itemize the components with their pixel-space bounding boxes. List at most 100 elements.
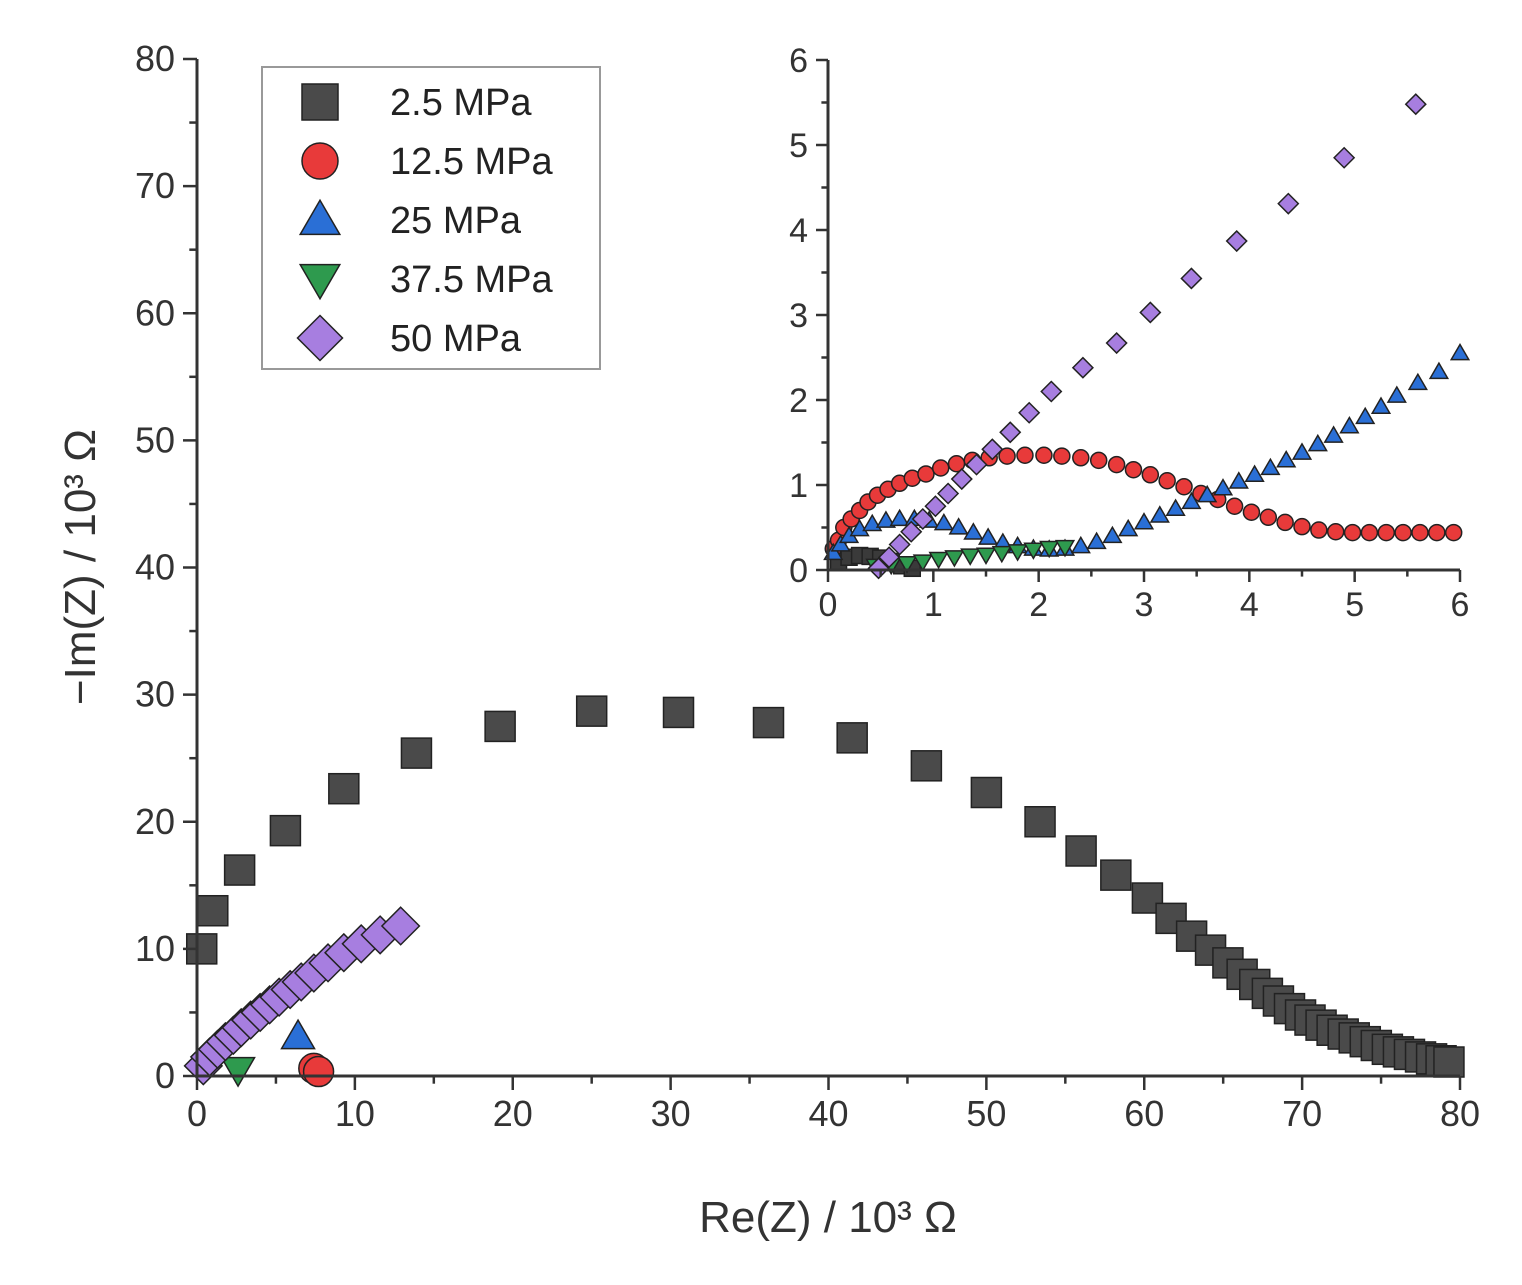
inset-point <box>1102 525 1123 544</box>
main-point <box>662 696 695 729</box>
inset-point <box>1293 517 1311 536</box>
inset-series-1 <box>824 446 1463 558</box>
legend-label: 50 MPa <box>390 318 522 360</box>
inset-point <box>1118 518 1139 537</box>
inset-x-tick-label: 0 <box>819 586 838 624</box>
inset-x-tick-label: 5 <box>1345 586 1364 624</box>
main-x-tick-label: 30 <box>651 1093 691 1134</box>
legend-label: 2.5 MPa <box>390 82 532 124</box>
main-x-tick-label: 60 <box>1124 1093 1164 1134</box>
main-point <box>1100 859 1132 891</box>
legend-marker <box>296 314 344 362</box>
main-point <box>836 722 868 754</box>
inset-point <box>889 508 910 527</box>
inset-point <box>875 510 897 528</box>
inset-point <box>1276 513 1294 532</box>
inset-point <box>1212 478 1234 496</box>
inset-point <box>912 554 933 572</box>
inset-point <box>1107 455 1126 474</box>
inset-y-tick-label: 5 <box>789 127 808 165</box>
inset-point <box>1404 93 1427 116</box>
inset-point <box>933 512 954 531</box>
inset-point <box>1039 540 1060 559</box>
main-point <box>752 706 785 739</box>
inset-point <box>1124 460 1143 479</box>
main-y-tick-label: 70 <box>135 165 175 206</box>
inset-point <box>944 550 965 568</box>
inset-point <box>1333 146 1356 169</box>
legend-label: 37.5 MPa <box>390 259 554 301</box>
main-series-2 <box>280 1018 316 1050</box>
main-series-3 <box>220 1056 256 1088</box>
inset-point <box>830 534 851 552</box>
inset-point <box>1133 512 1155 530</box>
main-point <box>197 894 229 927</box>
inset-point <box>931 459 950 477</box>
inset-point <box>1411 523 1429 542</box>
inset-point <box>1326 523 1345 541</box>
inset-point <box>1228 471 1249 489</box>
main-y-tick-label: 40 <box>135 547 175 588</box>
main-point <box>484 710 516 743</box>
inset-point <box>965 453 988 476</box>
inset-point <box>1339 416 1360 434</box>
main-point <box>575 695 608 727</box>
inset-point <box>1149 505 1170 523</box>
inset-y-tick-label: 2 <box>789 382 808 420</box>
inset-x-tick-label: 1 <box>924 586 943 624</box>
inset-point <box>924 495 947 518</box>
inset-point <box>1323 425 1344 443</box>
inset-point <box>900 520 923 543</box>
inset-point <box>1071 356 1094 379</box>
inset-y-tick-label: 6 <box>789 42 808 80</box>
main-y-tick-label: 60 <box>135 292 175 333</box>
legend-items: 2.5 MPa 12.5 MPa 25 MPa 37.5 MPa 50 MPa <box>296 82 554 362</box>
inset-x-tick-label: 3 <box>1135 586 1154 624</box>
main-point <box>302 1055 335 1088</box>
inset-point <box>1023 542 1044 560</box>
main-x-tick-label: 80 <box>1440 1093 1480 1134</box>
inset-y-tick-label: 0 <box>789 552 808 590</box>
inset-point <box>1054 539 1076 558</box>
inset-point <box>1259 508 1278 527</box>
inset-point <box>975 547 997 565</box>
inset-point <box>867 557 890 580</box>
inset-point <box>1105 331 1128 355</box>
inset-point <box>917 465 935 483</box>
inset-x-tick-label: 6 <box>1451 586 1470 624</box>
inset-point <box>1244 464 1265 482</box>
inset-point <box>1181 491 1202 510</box>
inset-point <box>960 548 981 566</box>
inset-point <box>1307 433 1328 452</box>
inset-point <box>1377 523 1396 542</box>
inset-point <box>928 551 949 570</box>
main-x-tick-label: 70 <box>1282 1093 1322 1134</box>
inset-y-tick-label: 3 <box>789 297 808 335</box>
inset-point <box>911 507 934 531</box>
main-point <box>269 814 302 847</box>
main-point <box>970 776 1003 809</box>
inset-point <box>1394 523 1412 542</box>
inset-point <box>1197 484 1218 503</box>
main-y-tick-label: 50 <box>135 419 175 460</box>
inset-point <box>998 447 1016 465</box>
inset-point <box>878 546 901 569</box>
y-axis-title: −Im(Z) / 10³ Ω <box>56 429 105 705</box>
inset-point <box>1225 497 1244 515</box>
main-y-tick-label: 30 <box>135 674 175 715</box>
inset-point <box>1225 229 1248 253</box>
inset-point <box>1053 447 1071 465</box>
inset-point <box>1260 457 1281 476</box>
inset-x-tick-label: 4 <box>1240 586 1259 624</box>
main-x-tick-label: 40 <box>808 1093 848 1134</box>
inset-point <box>1428 361 1450 380</box>
main-point <box>220 1056 256 1088</box>
inset-point <box>1180 267 1203 290</box>
inset-point <box>1141 466 1160 484</box>
main-plot-marks <box>183 695 1465 1088</box>
inset-point <box>1175 477 1193 496</box>
inset-point <box>1276 450 1297 468</box>
